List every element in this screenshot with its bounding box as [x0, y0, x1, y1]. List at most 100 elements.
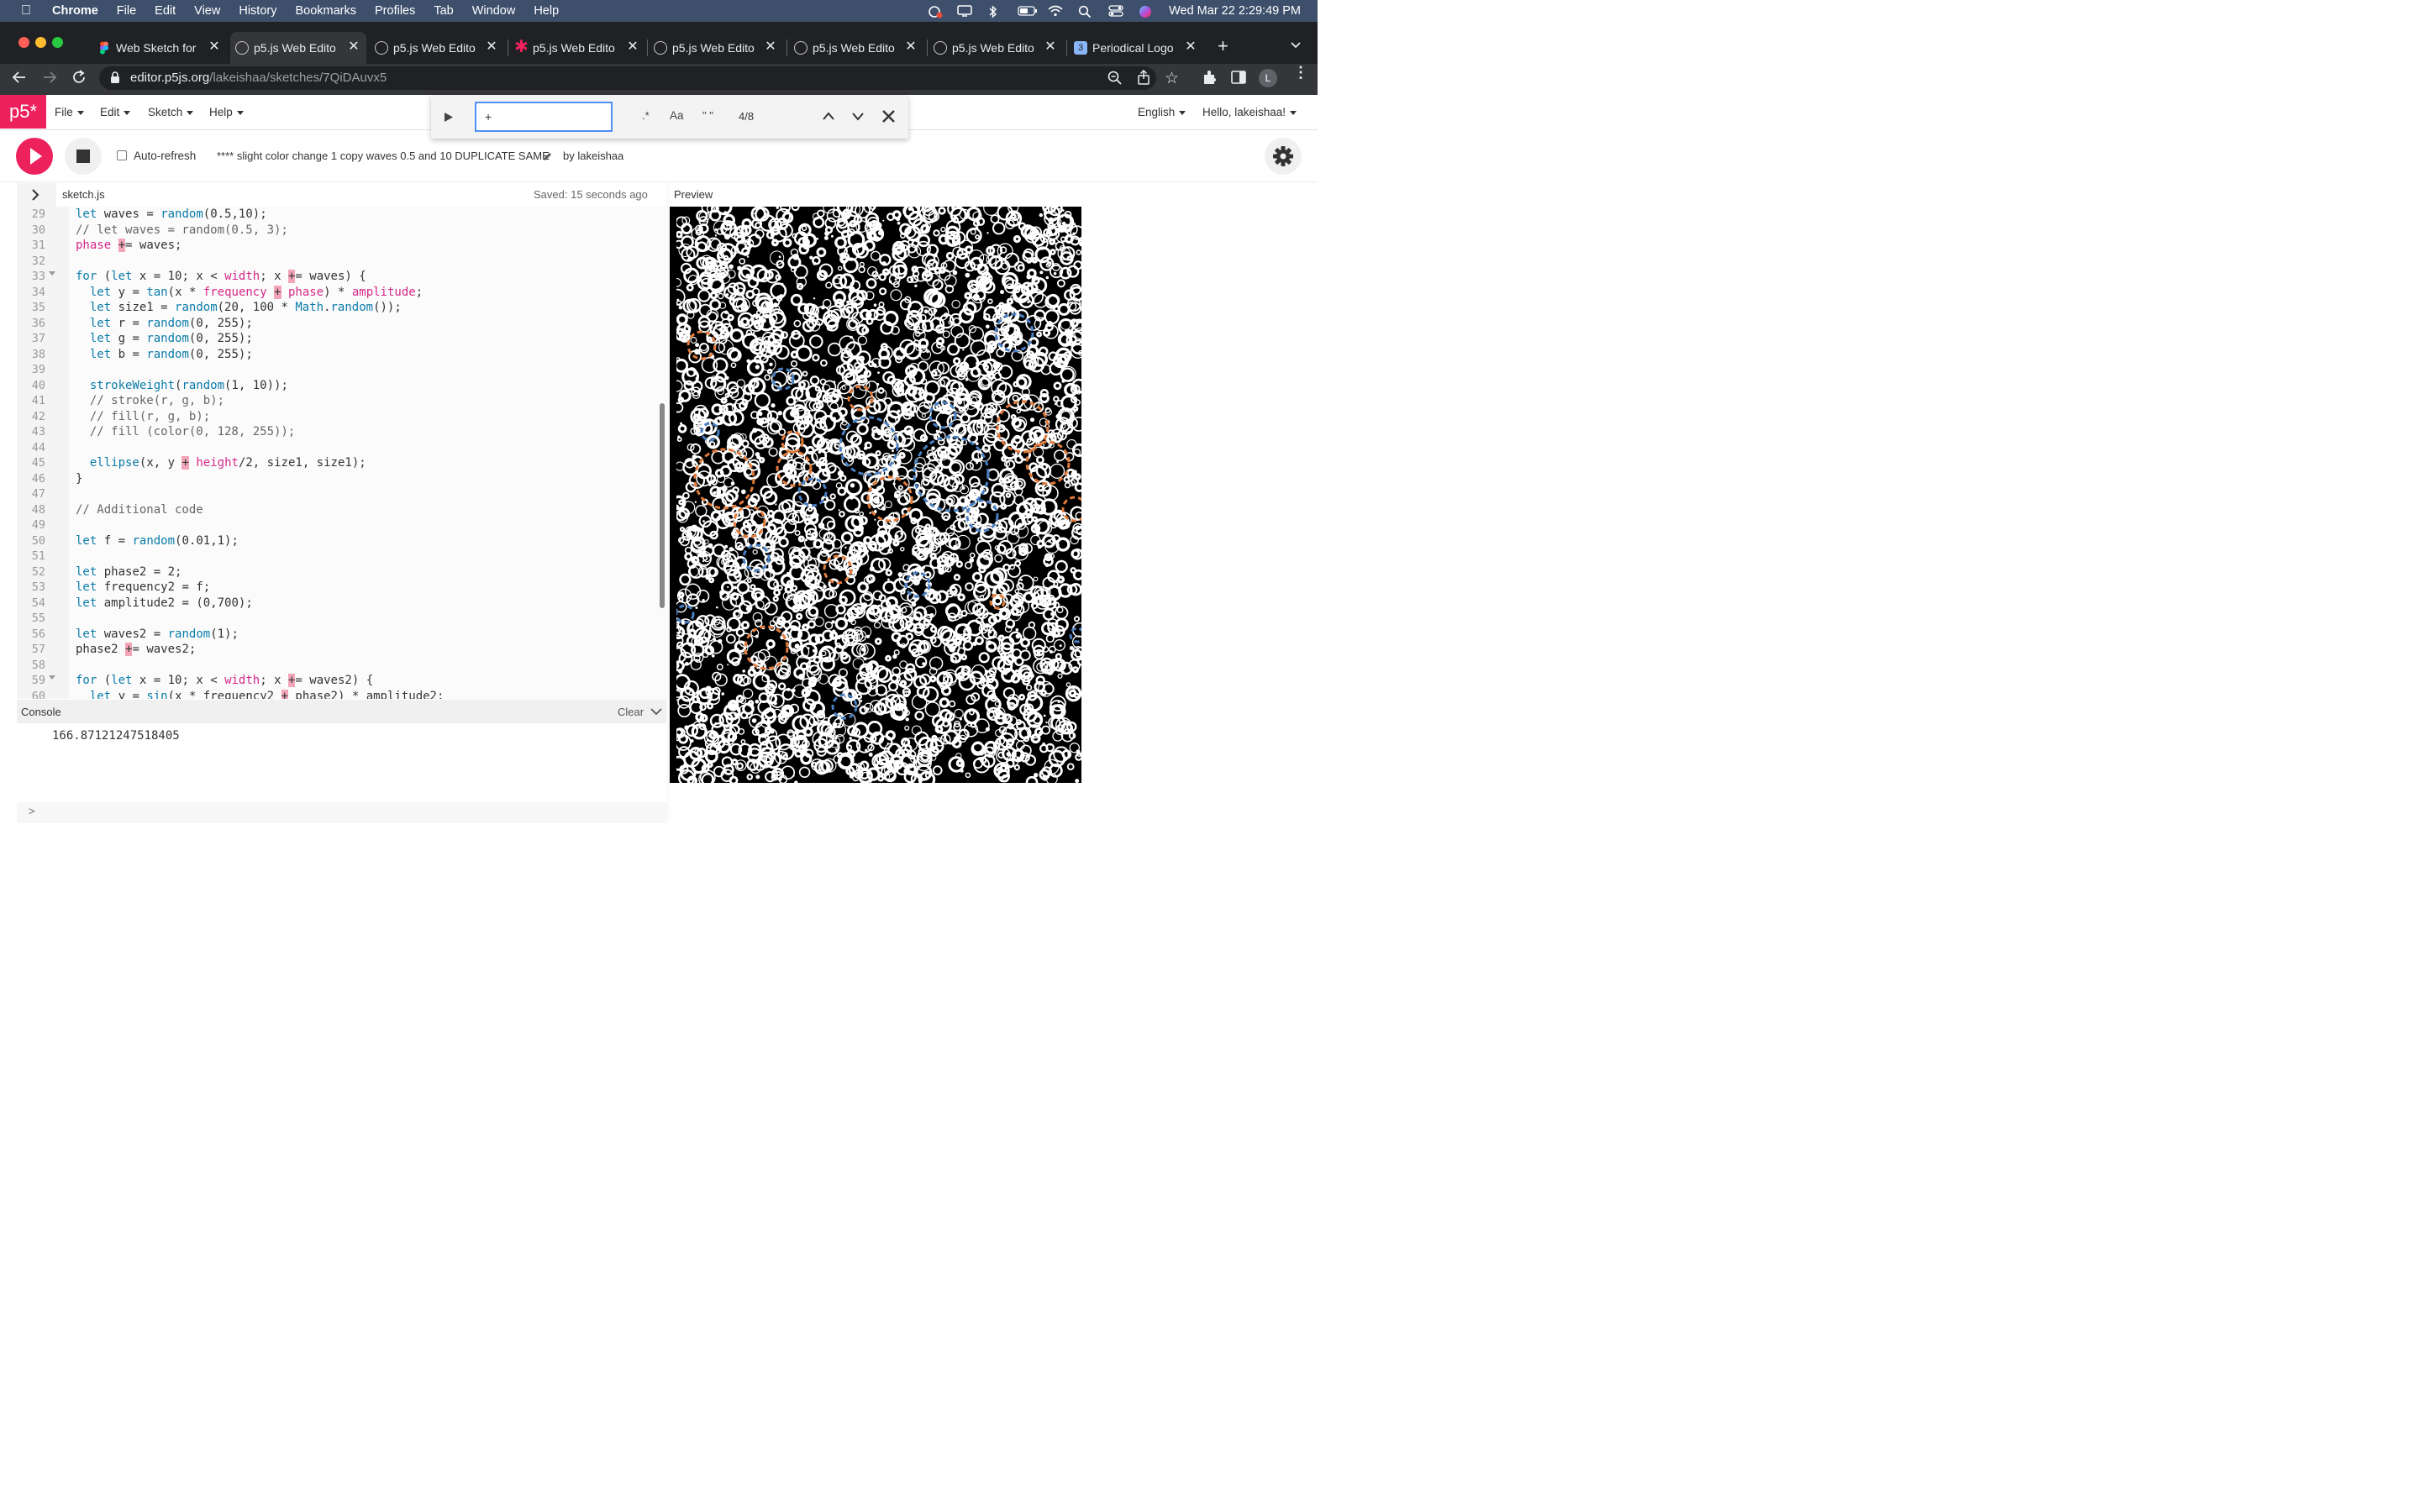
fold-icon[interactable] [48, 675, 56, 681]
find-input[interactable]: + [475, 102, 613, 132]
code-line[interactable]: 44 [17, 440, 666, 456]
code-line[interactable]: 43 // fill (color(0, 128, 255)); [17, 424, 666, 440]
sidepanel-icon[interactable] [1231, 71, 1246, 88]
code-line[interactable]: 37 let g = random(0, 255); [17, 331, 666, 347]
code-line[interactable]: 49 [17, 517, 666, 533]
back-icon[interactable] [12, 71, 27, 88]
wifi-icon[interactable] [1048, 5, 1063, 17]
browser-tab[interactable]: p5.js Web Edito ✕ [370, 32, 504, 64]
close-icon[interactable] [881, 109, 896, 123]
chevron-down-icon[interactable] [851, 112, 865, 122]
menubar-item-history[interactable]: History [239, 4, 277, 18]
code-editor[interactable]: 29 let waves = random(0.5,10); 30 // let wa… [17, 207, 666, 699]
close-tab-icon[interactable]: ✕ [486, 39, 497, 54]
close-tab-icon[interactable]: ✕ [1044, 39, 1056, 54]
code-line[interactable]: 55 [17, 611, 666, 627]
window-minimize-button[interactable] [35, 37, 46, 48]
code-line[interactable]: 41 // stroke(r, g, b); [17, 393, 666, 409]
console-input[interactable]: > [17, 802, 666, 823]
close-tab-icon[interactable]: ✕ [627, 39, 639, 54]
menubar-item-help[interactable]: Help [534, 4, 560, 18]
pane-divider[interactable] [666, 183, 670, 823]
user-menu[interactable]: Hello, lakeishaa! [1202, 106, 1297, 118]
window-close-button[interactable] [18, 37, 29, 48]
whole-word-toggle[interactable]: " " [702, 109, 713, 122]
bluetooth-icon[interactable] [987, 5, 1002, 18]
browser-tab[interactable]: ✱ p5.js Web Edito ✕ [509, 32, 645, 64]
code-line[interactable]: 58 [17, 658, 666, 674]
menubar-item-edit[interactable]: Edit [155, 4, 176, 18]
menubar-app-name[interactable]: Chrome [52, 4, 98, 18]
spotlight-search-icon[interactable] [1078, 5, 1093, 18]
code-line[interactable]: 30 // let waves = random(0.5, 3); [17, 223, 666, 239]
creative-cloud-icon[interactable] [927, 5, 943, 18]
menubar-item-bookmarks[interactable]: Bookmarks [295, 4, 356, 18]
menubar-item-profiles[interactable]: Profiles [375, 4, 416, 18]
nav-help[interactable]: Help [209, 106, 244, 118]
generative-art-canvas[interactable] [670, 207, 1081, 783]
forward-icon[interactable] [42, 71, 57, 88]
chevron-up-icon[interactable] [822, 111, 835, 121]
close-tab-icon[interactable]: ✕ [348, 39, 360, 54]
code-line[interactable]: 46} [17, 471, 666, 487]
code-line[interactable]: 35 let size1 = random(20, 100 * Math.ran… [17, 300, 666, 316]
sketch-preview-canvas[interactable] [670, 207, 1081, 783]
match-case-toggle[interactable]: Aa [670, 109, 684, 122]
nav-edit[interactable]: Edit [100, 106, 131, 118]
zoom-icon[interactable] [1107, 71, 1123, 90]
play-button[interactable] [16, 138, 53, 175]
autorefresh-checkbox[interactable] [117, 150, 127, 160]
profile-avatar[interactable]: L [1259, 69, 1277, 87]
code-line[interactable]: 29 let waves = random(0.5,10); [17, 207, 666, 223]
code-line[interactable]: 40 strokeWeight(random(1, 10)); [17, 378, 666, 394]
address-bar[interactable] [99, 66, 1156, 90]
pencil-icon[interactable] [543, 150, 552, 165]
sidebar-toggle-button[interactable] [17, 183, 56, 207]
editor-scrollbar[interactable] [660, 403, 665, 608]
code-line[interactable]: 60 let y = sin(x * frequency2 + phase2) … [17, 689, 666, 699]
menubar-item-file[interactable]: File [116, 4, 137, 18]
code-line[interactable]: 34 let y = tan(x * frequency + phase) * … [17, 285, 666, 301]
code-line[interactable]: 45 ellipse(x, y + height/2, size1, size1… [17, 455, 666, 471]
code-line[interactable]: 38 let b = random(0, 255); [17, 347, 666, 363]
code-line[interactable]: 33 for (let x = 10; x < width; x += waves… [17, 269, 666, 285]
code-line[interactable]: 59 for (let x = 10; x < width; x += waves… [17, 673, 666, 689]
close-tab-icon[interactable]: ✕ [1185, 39, 1197, 54]
console-clear-button[interactable]: Clear [618, 706, 644, 718]
apple-icon[interactable]:  [18, 3, 34, 18]
close-tab-icon[interactable]: ✕ [765, 39, 776, 54]
close-tab-icon[interactable]: ✕ [208, 39, 220, 54]
fold-icon[interactable] [48, 270, 56, 277]
language-select[interactable]: English [1138, 106, 1186, 118]
display-icon[interactable] [957, 5, 972, 17]
chrome-menu-icon[interactable]: ⋮ [1293, 65, 1308, 80]
share-icon[interactable] [1137, 69, 1150, 89]
siri-icon[interactable] [1139, 5, 1154, 18]
p5-logo[interactable]: p5* [0, 95, 46, 129]
browser-tab[interactable]: p5.js Web Edito ✕ [649, 32, 783, 64]
menubar-item-tab[interactable]: Tab [434, 4, 454, 18]
code-line[interactable]: 51 [17, 549, 666, 564]
sketch-author[interactable]: by lakeishaa [563, 150, 624, 162]
new-tab-icon[interactable]: + [1218, 35, 1228, 56]
nav-file[interactable]: File [55, 106, 84, 118]
code-line[interactable]: 50 let f = random(0.01,1); [17, 533, 666, 549]
menubar-item-view[interactable]: View [194, 4, 221, 18]
toggle-replace-icon[interactable] [444, 112, 454, 123]
browser-tab[interactable]: p5.js Web Edito ✕ [929, 32, 1063, 64]
code-line[interactable]: 54 let amplitude2 = (0,700); [17, 596, 666, 612]
file-tab-name[interactable]: sketch.js [62, 188, 105, 201]
code-line[interactable]: 52 let phase2 = 2; [17, 564, 666, 580]
autorefresh-label[interactable]: Auto-refresh [134, 150, 197, 162]
browser-tab[interactable]: 3 Periodical Logo ✕ [1069, 32, 1203, 64]
code-line[interactable]: 47 [17, 486, 666, 502]
close-tab-icon[interactable]: ✕ [905, 39, 917, 54]
browser-tab-active[interactable]: p5.js Web Edito ✕ [230, 32, 366, 64]
sketch-name[interactable]: **** slight color change 1 copy waves 0.… [217, 150, 550, 162]
control-center-icon[interactable] [1108, 5, 1123, 17]
bookmark-star-icon[interactable]: ☆ [1165, 70, 1180, 87]
code-line[interactable]: 48 // Additional code [17, 502, 666, 518]
lock-icon[interactable] [110, 71, 120, 88]
code-line[interactable]: 53 let frequency2 = f; [17, 580, 666, 596]
browser-tab[interactable]: p5.js Web Edito ✕ [789, 32, 923, 64]
